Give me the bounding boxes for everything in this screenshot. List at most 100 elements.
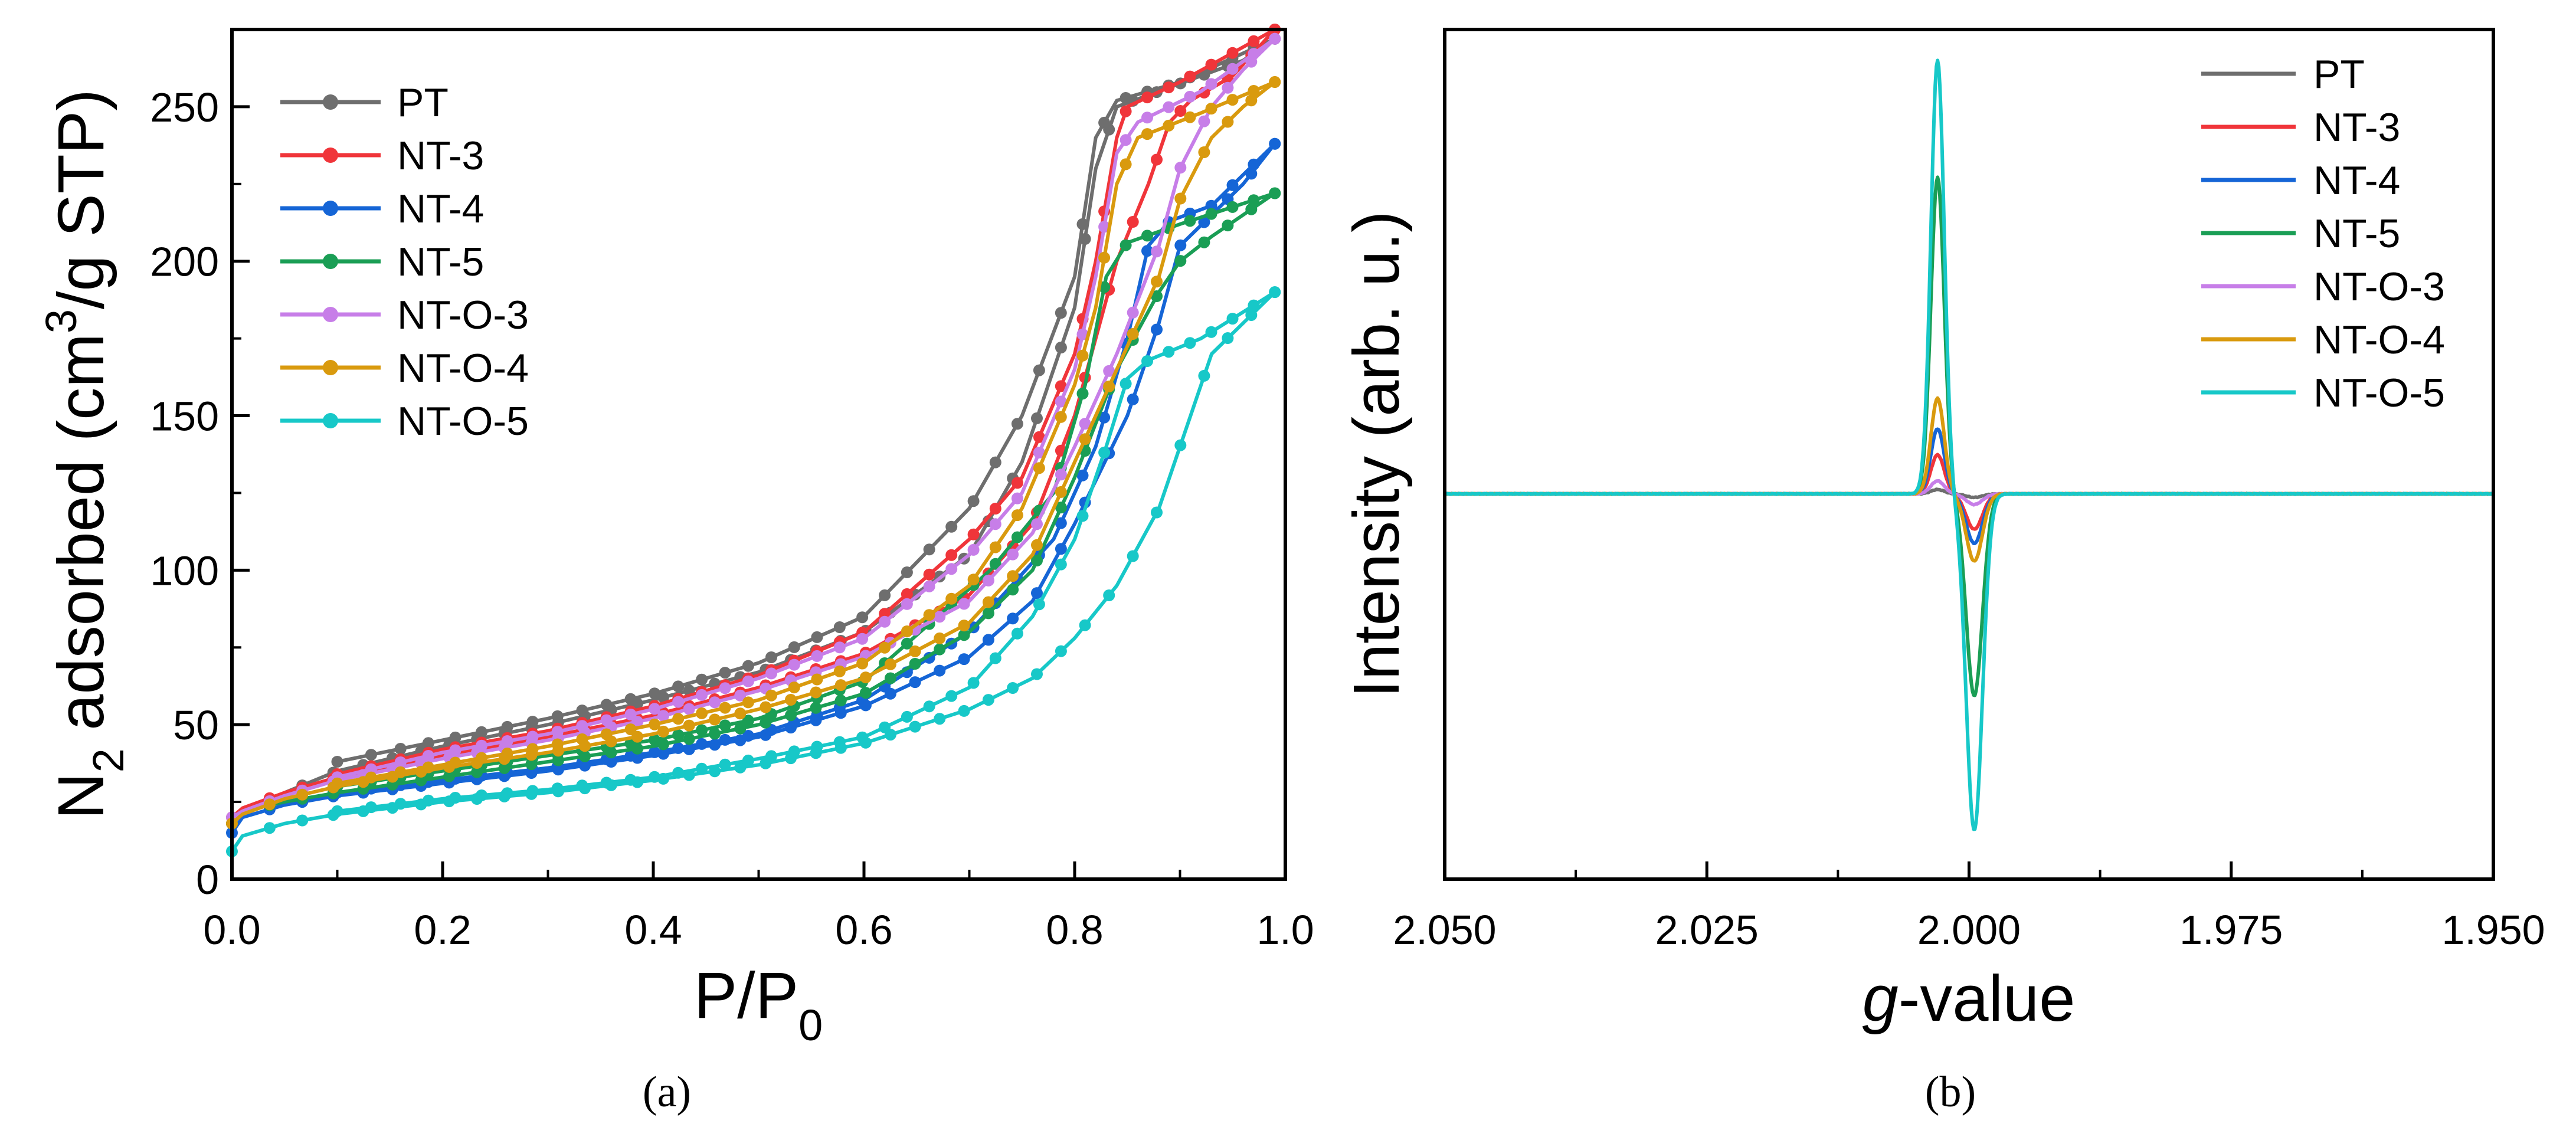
data-point-NT-O-3 (958, 598, 970, 610)
legend-marker-NT-3 (323, 148, 338, 163)
data-point-NT-O-4 (449, 756, 461, 769)
legend-label-NT-O-5: NT-O-5 (2313, 371, 2445, 415)
data-point-NT-O-4 (1141, 128, 1153, 140)
data-point-NT-5 (683, 733, 695, 745)
data-point-NT-4 (1127, 393, 1139, 405)
data-point-NT-4 (1098, 411, 1111, 424)
legend-label-PT: PT (397, 80, 449, 125)
data-point-NT-O-5 (1007, 682, 1019, 694)
data-point-NT-O-3 (1184, 90, 1196, 103)
data-point-NT-O-4 (1198, 146, 1210, 158)
data-point-NT-5 (742, 715, 754, 727)
data-point-PT (600, 699, 613, 711)
data-point-NT-5 (785, 709, 797, 722)
data-point-NT-O-5 (1269, 286, 1281, 299)
data-point-NT-O-5 (696, 762, 708, 775)
legend-marker-NT-4 (323, 201, 338, 216)
legend-label-NT-3: NT-3 (397, 133, 484, 178)
legend-label-NT-O-4: NT-O-4 (397, 346, 529, 391)
data-point-NT-O-3 (1103, 365, 1115, 377)
data-point-NT-O-4 (1151, 276, 1163, 288)
data-point-NT-O-5 (934, 713, 946, 725)
data-point-NT-5 (1222, 219, 1234, 232)
legend-label-NT-5: NT-5 (397, 240, 484, 284)
data-point-PT (967, 495, 980, 507)
data-point-NT-3 (1055, 380, 1067, 392)
data-point-NT-O-4 (1076, 349, 1089, 362)
data-point-NT-O-4 (1226, 94, 1239, 106)
data-point-NT-O-3 (501, 735, 513, 747)
data-point-NT-O-4 (1269, 76, 1281, 88)
data-point-NT-O-4 (909, 645, 921, 657)
data-point-PT (856, 611, 869, 624)
data-point-NT-O-4 (696, 707, 708, 719)
data-point-NT-O-4 (1248, 85, 1260, 97)
data-point-NT-O-3 (1269, 32, 1281, 45)
data-point-NT-O-4 (967, 574, 980, 586)
data-point-NT-O-5 (901, 710, 913, 723)
data-point-NT-O-3 (901, 598, 913, 610)
data-point-NT-O-3 (672, 696, 685, 708)
data-point-NT-5 (696, 724, 708, 736)
data-point-NT-O-3 (657, 710, 669, 722)
panel-b-x-axis-label: g-value (1863, 962, 2076, 1035)
y-tick-label: 100 (150, 548, 219, 594)
data-point-NT-O-5 (576, 779, 588, 792)
data-point-NT-O-3 (1226, 63, 1239, 75)
data-point-NT-5 (1007, 584, 1019, 596)
data-point-NT-O-4 (649, 718, 661, 730)
legend-label-NT-O-3: NT-O-3 (397, 293, 529, 338)
data-point-NT-O-5 (765, 750, 777, 762)
x-tick-label: 1.0 (1256, 907, 1314, 953)
x-tick-label: 1.975 (2179, 907, 2283, 953)
data-point-NT-O-5 (1163, 346, 1175, 358)
legend-label-NT-O-5: NT-O-5 (397, 399, 529, 444)
data-point-NT-O-3 (1248, 48, 1260, 60)
legend-label-NT-4: NT-4 (397, 186, 484, 231)
data-point-NT-O-4 (365, 771, 377, 784)
panel-a-isotherm-chart: 0.0 0.2 0.4 0.6 0.8 1.0 0 50 100 150 200 250 P/P0 N… (37, 24, 1314, 1116)
data-point-NT-O-5 (1127, 550, 1139, 562)
data-point-NT-O-5 (1205, 326, 1217, 338)
data-point-NT-O-5 (742, 754, 754, 766)
data-point-NT-O-3 (624, 709, 637, 720)
data-point-PT (833, 621, 846, 633)
data-point-NT-O-4 (672, 713, 685, 725)
data-point-NT-5 (760, 716, 772, 729)
panel-a-plot-area (226, 24, 1281, 857)
x-tick-label: 0.8 (1046, 907, 1103, 953)
data-point-NT-O-5 (734, 761, 747, 774)
data-point-NT-O-4 (1055, 486, 1067, 498)
data-point-NT-5 (1055, 502, 1067, 514)
data-point-NT-O-5 (1184, 337, 1196, 349)
data-point-NT-O-5 (672, 766, 685, 779)
data-point-NT-O-3 (394, 756, 407, 768)
data-point-NT-O-4 (1184, 111, 1196, 123)
data-point-NT-O-5 (394, 798, 407, 810)
data-point-NT-O-5 (263, 822, 276, 834)
data-point-NT-5 (1151, 290, 1163, 302)
data-point-PT (422, 737, 434, 749)
panel-b-plot-area (1444, 58, 2494, 831)
data-point-NT-5 (1031, 555, 1043, 566)
data-point-NT-4 (719, 733, 731, 746)
data-point-NT-O-3 (811, 650, 823, 662)
data-point-PT (551, 710, 564, 722)
data-point-NT-5 (859, 687, 872, 699)
data-point-NT-O-5 (967, 677, 980, 689)
data-point-NT-O-3 (649, 703, 661, 715)
data-point-NT-O-5 (1226, 313, 1239, 325)
data-point-NT-O-4 (1205, 103, 1217, 115)
data-point-PT (476, 726, 487, 738)
data-point-NT-O-3 (879, 615, 891, 628)
data-point-NT-O-5 (811, 740, 823, 753)
series-line-NT-O-4-adsorption (231, 80, 1276, 825)
data-point-NT-O-5 (945, 690, 958, 702)
data-point-NT-O-3 (551, 726, 564, 738)
panel-b-legend: PT NT-3 NT-4 NT-5 NT-O-3 NT-O-4 NT-O-5 (2201, 52, 2445, 415)
data-point-NT-O-3 (734, 689, 747, 702)
data-point-NT-3 (1174, 105, 1187, 117)
data-point-NT-O-3 (576, 720, 588, 732)
data-point-PT (1055, 342, 1067, 353)
series-line-NT-4-adsorption (230, 142, 1276, 834)
